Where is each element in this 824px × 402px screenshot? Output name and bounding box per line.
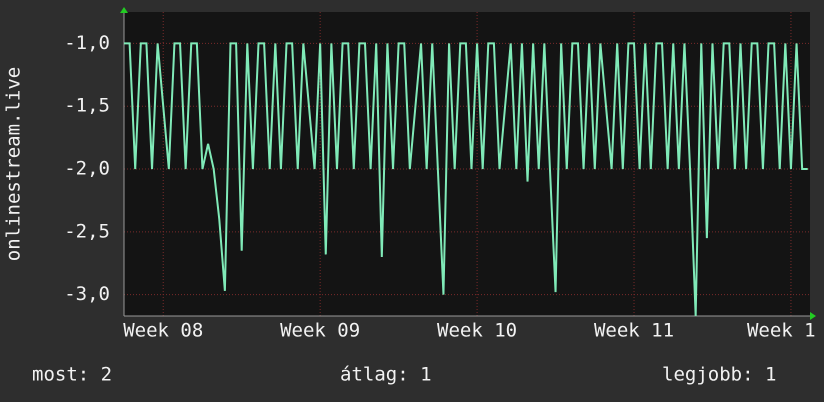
x-tick-label: Week 09 [280, 320, 360, 342]
y-tick-label: -1,5 [64, 95, 110, 117]
y-arrow [120, 7, 128, 13]
x-arrow [810, 312, 816, 320]
y-tick-label: -2,5 [64, 220, 110, 242]
data-line [124, 42, 808, 317]
y-axis-label: onlinestream.live [3, 67, 25, 261]
y-tick-label: -2,0 [64, 158, 110, 180]
footer-best: legjobb: 1 [662, 364, 776, 386]
y-tick-label: -3,0 [64, 283, 110, 305]
x-tick-label: Week 10 [437, 320, 517, 342]
x-tick-label: Week 1 [747, 320, 816, 342]
x-tick-label: Week 11 [594, 320, 674, 342]
footer-now: most: 2 [32, 364, 112, 386]
footer-avg: átlag: 1 [340, 364, 432, 386]
y-tick-label: -1,0 [64, 32, 110, 54]
x-tick-label: Week 08 [123, 320, 203, 342]
